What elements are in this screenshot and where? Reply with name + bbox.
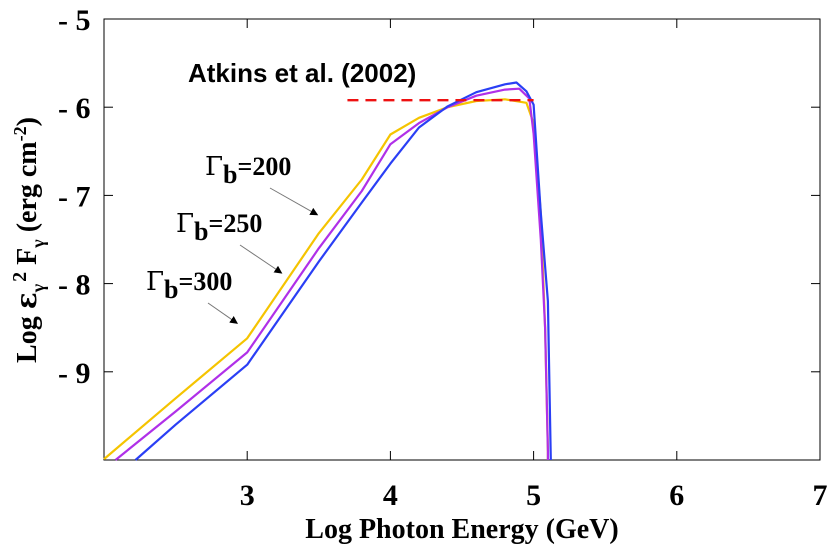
y-tick-label: - 7: [58, 180, 91, 213]
x-tick-label: 4: [383, 479, 398, 512]
gamma-subscript: b: [194, 217, 208, 246]
gamma-subscript: b: [164, 275, 178, 304]
x-axis-label: Log Photon Energy (GeV): [305, 514, 618, 545]
y-tick-label: - 6: [58, 92, 91, 125]
plot-frame: [103, 18, 821, 461]
annotation-arrow: [207, 302, 238, 324]
y-label-log: Log: [12, 309, 43, 363]
series-lines: [103, 81, 552, 461]
x-tick-label: 6: [669, 479, 684, 512]
y-axis-label: Log εγ2 Fγ (erg cm-2): [9, 117, 48, 363]
x-tick-label: 5: [526, 479, 541, 512]
y-label-gamma-sub-2: γ: [28, 239, 48, 249]
gamma-symbol: Γ: [146, 267, 164, 297]
annotation-arrow: [269, 187, 319, 216]
axis-ticks: 3 4 5 6 7 - 5 - 6 - 7 - 8 - 9: [58, 4, 828, 512]
atkins-label: Atkins et al. (2002): [188, 58, 416, 88]
gamma-value: =250: [209, 209, 263, 238]
y-tick-label: - 5: [58, 4, 91, 37]
annotation-arrow: [239, 244, 283, 274]
y-tick-label: - 9: [58, 357, 91, 390]
y-label-eps: ε: [10, 292, 43, 309]
gamma-value: =300: [179, 267, 233, 296]
gamma-symbol: Γ: [205, 152, 223, 182]
gamma-symbol: Γ: [176, 209, 194, 239]
y-label-two: 2: [9, 272, 31, 282]
series-line-Γb-250: [114, 87, 550, 461]
y-tick-label: - 8: [58, 269, 91, 302]
x-tick-label: 3: [240, 479, 255, 512]
y-label-units: (erg cm: [12, 141, 43, 239]
gamma-label-300: Γb=300: [146, 267, 232, 304]
x-tick-label: 7: [813, 479, 828, 512]
gamma-value: =200: [238, 152, 292, 181]
gamma-label-250: Γb=250: [176, 209, 262, 246]
y-label-F: F: [12, 248, 43, 272]
gamma-label-200: Γb=200: [205, 152, 291, 189]
y-label-close: ): [12, 117, 43, 126]
y-label-minus2: -2: [10, 126, 30, 141]
y-label-gamma-sub: γ: [28, 283, 48, 293]
gamma-subscript: b: [223, 160, 237, 189]
